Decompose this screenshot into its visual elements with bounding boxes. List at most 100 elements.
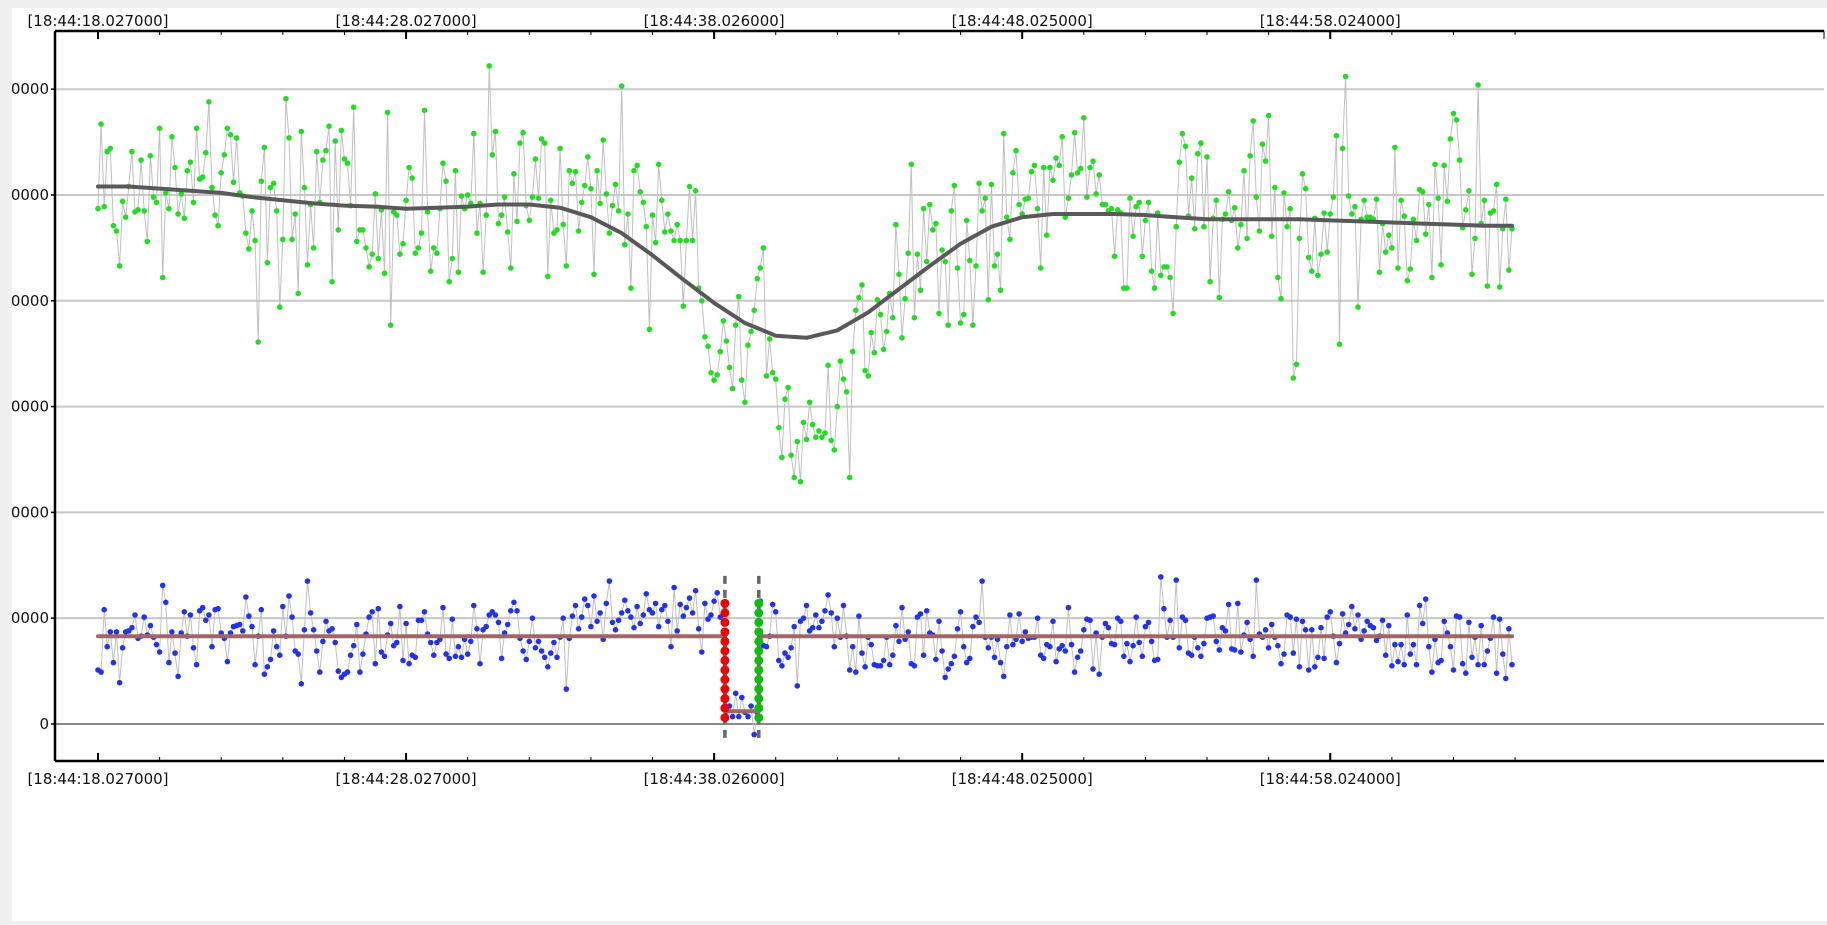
upper-series-point	[877, 311, 884, 318]
lower-series-point	[1071, 669, 1078, 675]
upper-series-point	[190, 199, 197, 206]
lower-series-point	[859, 650, 865, 656]
lower-series-point	[1244, 619, 1250, 626]
lower-series-point	[699, 649, 705, 655]
upper-series-point	[1382, 249, 1389, 255]
lower-series-point	[1127, 658, 1133, 665]
lower-series-point	[551, 639, 557, 646]
upper-series-point	[581, 182, 588, 189]
lower-series-point	[153, 641, 160, 648]
upper-series-point	[1361, 197, 1367, 204]
upper-series-point	[766, 336, 773, 342]
lower-series-point	[779, 663, 785, 669]
upper-series-point	[1352, 203, 1358, 210]
lower-series-point	[387, 620, 394, 627]
lower-series-point	[169, 629, 175, 635]
upper-series-point	[446, 278, 453, 285]
upper-series-point	[335, 227, 342, 233]
upper-series-point	[1345, 193, 1352, 199]
lower-series-point	[1401, 661, 1407, 668]
lower-series-point	[310, 627, 317, 633]
lower-series-point	[474, 626, 480, 632]
x-tick-label-bottom: [18:44:38.026000]	[644, 770, 785, 788]
lower-series-point	[246, 613, 252, 619]
upper-series-point	[344, 160, 351, 166]
lower-series-point	[729, 713, 736, 720]
marker-dot	[720, 636, 730, 646]
upper-series-point	[187, 159, 194, 165]
lower-series-point	[129, 624, 135, 631]
lower-series-point	[1386, 622, 1392, 629]
lower-series-point	[588, 623, 594, 630]
lower-series-point	[920, 652, 927, 658]
upper-series-point	[609, 202, 616, 209]
upper-series-point	[631, 167, 637, 174]
upper-series-point	[1429, 274, 1435, 281]
upper-series-point	[394, 212, 400, 218]
upper-series-point	[1281, 190, 1287, 196]
upper-series-point	[387, 322, 394, 328]
lower-series-point	[936, 618, 942, 625]
lower-series-point	[643, 591, 650, 597]
lower-series-point	[141, 614, 147, 620]
upper-series-point	[1145, 199, 1152, 206]
lower-series-point	[655, 623, 662, 630]
lower-series-point	[791, 623, 797, 630]
upper-series-point	[1028, 168, 1035, 175]
upper-series-point	[498, 212, 505, 218]
upper-series-point	[1047, 164, 1053, 171]
lower-series-point	[794, 683, 801, 689]
lower-series-point	[1509, 661, 1515, 668]
lower-series-point	[942, 674, 948, 681]
lower-series-point	[1302, 627, 1309, 633]
upper-series-point	[1441, 162, 1447, 169]
upper-series-point	[797, 478, 804, 485]
upper-series-point	[1201, 223, 1207, 230]
upper-series-point	[1256, 228, 1263, 234]
upper-series-point	[979, 208, 985, 214]
upper-series-point	[791, 474, 797, 481]
lower-series-point	[1250, 653, 1256, 660]
upper-series-point	[1506, 267, 1512, 273]
lower-series-point	[1238, 649, 1244, 655]
lower-series-point	[286, 593, 292, 599]
lower-series-point	[625, 608, 631, 614]
lower-series-point	[800, 615, 807, 621]
upper-series-point	[1450, 110, 1457, 117]
upper-series-point	[1059, 134, 1065, 140]
upper-series-point	[816, 428, 822, 434]
lower-series-point	[335, 668, 342, 674]
upper-series-point	[1188, 175, 1195, 181]
lower-series-point	[1459, 660, 1466, 667]
lower-series-point	[427, 639, 434, 646]
upper-series-point	[397, 251, 403, 257]
lower-series-point	[683, 604, 690, 611]
lower-series-point	[514, 608, 520, 614]
upper-series-point	[927, 201, 933, 208]
upper-series-point	[945, 322, 951, 328]
lower-series-point	[705, 616, 711, 622]
upper-series-point	[1275, 274, 1281, 281]
x-tick-label-bottom: [18:44:28.027000]	[336, 770, 477, 788]
upper-series-point	[366, 264, 372, 270]
lower-series-point	[1370, 624, 1377, 631]
upper-series-point	[1386, 232, 1392, 238]
lower-series-point	[243, 594, 249, 600]
data-series	[95, 63, 1515, 738]
lower-series-point	[1496, 616, 1503, 622]
lower-series-point	[886, 661, 893, 668]
lower-series-point	[357, 669, 363, 675]
x-tick-label-top: [18:44:18.027000]	[27, 12, 168, 30]
upper-series-point	[1398, 197, 1404, 204]
x-tick-label-bottom: [18:44:18.027000]	[27, 770, 168, 788]
time-series-chart[interactable]: 0 10000 20000 30000 40000 50000 60000 [18:44:1…	[1, 8, 1827, 921]
upper-series-point	[585, 154, 591, 160]
lower-series-point	[677, 601, 683, 608]
lower-series-point	[1154, 656, 1161, 663]
lower-series-point	[1438, 657, 1444, 664]
upper-series-point	[615, 208, 622, 214]
upper-series-point	[563, 263, 570, 269]
upper-series-point	[1447, 136, 1454, 142]
upper-series-point	[1318, 251, 1324, 257]
upper-series-point	[794, 438, 801, 445]
